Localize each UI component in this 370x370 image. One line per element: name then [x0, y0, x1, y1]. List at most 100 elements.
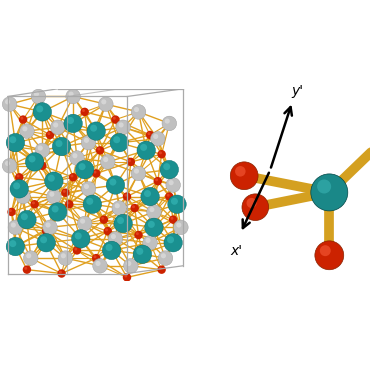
Circle shape [44, 228, 47, 231]
Circle shape [90, 125, 97, 132]
Circle shape [31, 89, 46, 104]
Circle shape [147, 132, 150, 135]
Circle shape [7, 142, 16, 151]
Circle shape [18, 211, 36, 229]
Circle shape [158, 251, 173, 265]
Circle shape [61, 188, 70, 197]
Circle shape [46, 222, 51, 228]
Circle shape [113, 136, 120, 143]
Circle shape [165, 118, 170, 124]
Circle shape [104, 227, 112, 235]
Circle shape [147, 205, 161, 219]
Circle shape [171, 217, 174, 220]
Circle shape [105, 228, 108, 231]
Circle shape [87, 122, 105, 140]
Circle shape [36, 105, 43, 112]
Circle shape [9, 240, 16, 247]
Circle shape [92, 254, 100, 262]
Circle shape [20, 124, 34, 138]
Circle shape [149, 207, 154, 212]
Circle shape [151, 131, 165, 146]
Circle shape [100, 155, 115, 169]
Circle shape [320, 245, 331, 256]
Circle shape [9, 209, 12, 212]
Circle shape [126, 261, 131, 266]
Circle shape [13, 182, 20, 189]
Circle shape [22, 126, 27, 131]
Circle shape [148, 221, 155, 228]
Circle shape [32, 201, 35, 204]
Circle shape [176, 222, 181, 228]
Circle shape [174, 220, 188, 235]
Circle shape [56, 140, 63, 147]
Circle shape [24, 267, 27, 270]
Circle shape [132, 205, 135, 208]
Circle shape [78, 163, 85, 170]
Circle shape [74, 248, 77, 250]
Circle shape [92, 169, 100, 178]
Circle shape [136, 232, 139, 235]
Circle shape [96, 146, 104, 155]
Circle shape [11, 222, 16, 228]
Circle shape [73, 153, 77, 158]
Circle shape [166, 194, 169, 197]
Circle shape [102, 241, 121, 260]
Circle shape [38, 145, 43, 151]
Circle shape [97, 148, 100, 151]
Circle shape [163, 163, 170, 170]
Circle shape [134, 107, 139, 112]
Circle shape [23, 265, 31, 274]
Circle shape [9, 136, 16, 143]
Circle shape [26, 153, 44, 171]
Circle shape [230, 162, 258, 189]
Circle shape [157, 150, 166, 158]
Circle shape [71, 230, 90, 248]
Circle shape [98, 97, 113, 111]
Circle shape [143, 235, 157, 250]
Circle shape [10, 179, 28, 198]
Circle shape [64, 114, 83, 133]
Circle shape [157, 265, 166, 274]
Circle shape [166, 178, 181, 192]
Circle shape [153, 134, 158, 139]
Circle shape [123, 192, 131, 201]
Circle shape [63, 190, 66, 193]
Circle shape [34, 92, 39, 97]
Circle shape [7, 208, 16, 216]
Circle shape [28, 155, 36, 162]
Circle shape [115, 203, 120, 208]
Circle shape [8, 220, 23, 235]
Circle shape [52, 137, 71, 156]
Circle shape [80, 108, 89, 116]
Circle shape [93, 259, 107, 273]
Circle shape [311, 174, 348, 211]
Circle shape [110, 179, 116, 185]
Circle shape [128, 159, 131, 162]
Circle shape [100, 215, 108, 224]
Circle shape [108, 232, 123, 246]
Circle shape [167, 236, 174, 243]
Circle shape [101, 99, 106, 104]
Circle shape [95, 261, 101, 266]
Circle shape [82, 109, 85, 112]
Circle shape [70, 151, 84, 165]
Circle shape [40, 236, 47, 243]
Circle shape [317, 179, 331, 194]
Circle shape [159, 267, 162, 270]
Circle shape [37, 233, 56, 252]
Circle shape [131, 204, 139, 212]
Circle shape [155, 178, 158, 181]
Circle shape [38, 162, 47, 170]
Circle shape [66, 89, 80, 104]
Circle shape [113, 117, 116, 120]
Circle shape [52, 205, 58, 212]
Circle shape [67, 201, 70, 204]
Circle shape [137, 141, 155, 159]
Circle shape [16, 189, 30, 204]
Circle shape [83, 195, 102, 213]
Circle shape [145, 218, 163, 236]
Circle shape [315, 241, 344, 270]
Circle shape [114, 214, 132, 233]
Circle shape [48, 175, 55, 182]
Circle shape [57, 269, 66, 278]
